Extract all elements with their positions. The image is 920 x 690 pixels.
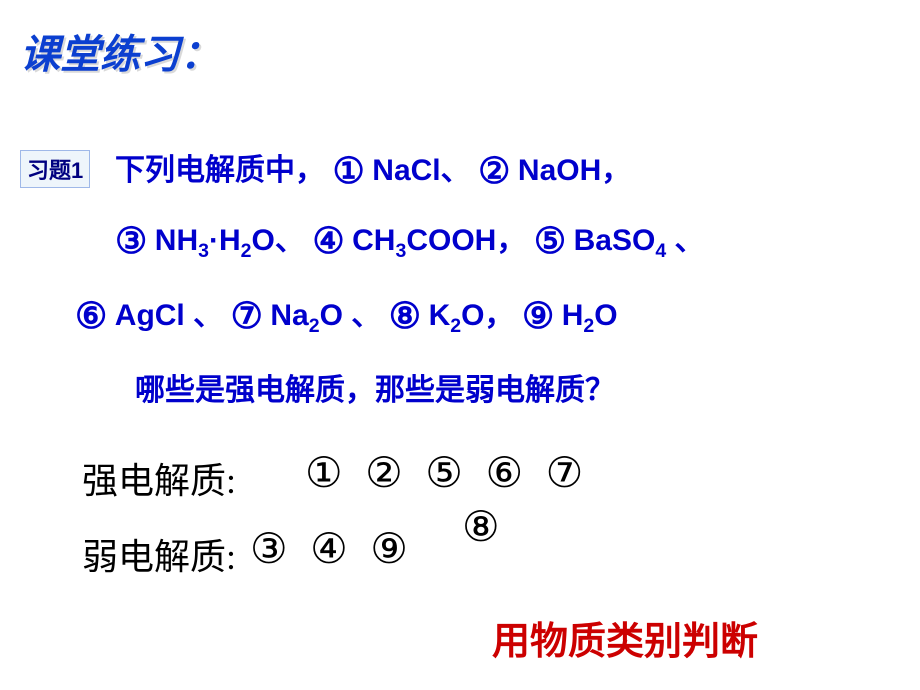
formula-nh3h2o: NH3·H2O、 [155, 224, 305, 257]
circle-5: ⑤ [534, 220, 566, 262]
circle-4: ④ [312, 220, 344, 262]
formula-k2o: K2O， [429, 299, 515, 332]
text-intro: 下列电解质中， [115, 154, 325, 187]
answer-circle-8-overlay: ⑧ [462, 502, 500, 552]
strong-electrolyte-label: 强电解质: [82, 452, 236, 504]
circle-9: ⑨ [522, 295, 554, 337]
formula-ch3cooh: CH3COOH， [352, 224, 526, 257]
formula-naoh: NaOH， [518, 154, 631, 187]
formula-nacl: NaCl、 [372, 154, 470, 187]
problem-question: 哪些是强电解质，那些是弱电解质？ [135, 365, 615, 409]
circle-6: ⑥ [75, 295, 107, 337]
formula-baso4: BaSO4 、 [574, 224, 705, 257]
circle-3: ③ [115, 220, 147, 262]
circle-2: ② [478, 150, 510, 192]
formula-h2o: H2O [562, 299, 618, 332]
formula-na2o: Na2O 、 [270, 299, 381, 332]
formula-agcl: AgCl 、 [115, 299, 223, 332]
footer-hint: 用物质类别判断 [492, 610, 758, 665]
problem-line-1: 下列电解质中， ① NaCl、 ② NaOH， [115, 145, 631, 192]
weak-electrolyte-answers: ③ ④ ⑨ [250, 524, 414, 574]
circle-1: ① [333, 150, 365, 192]
problem-line-3: ⑥ AgCl 、 ⑦ Na2O 、 ⑧ K2O， ⑨ H2O [75, 290, 618, 338]
circle-8: ⑧ [389, 295, 421, 337]
page-heading: 课堂练习： [20, 22, 220, 80]
problem-label: 习题1 [20, 150, 90, 188]
strong-electrolyte-answers: ① ② ⑤ ⑥ ⑦ [305, 448, 589, 498]
weak-electrolyte-label: 弱电解质: [82, 528, 236, 580]
circle-7: ⑦ [231, 295, 263, 337]
problem-line-2: ③ NH3·H2O、 ④ CH3COOH， ⑤ BaSO4 、 [115, 215, 705, 263]
